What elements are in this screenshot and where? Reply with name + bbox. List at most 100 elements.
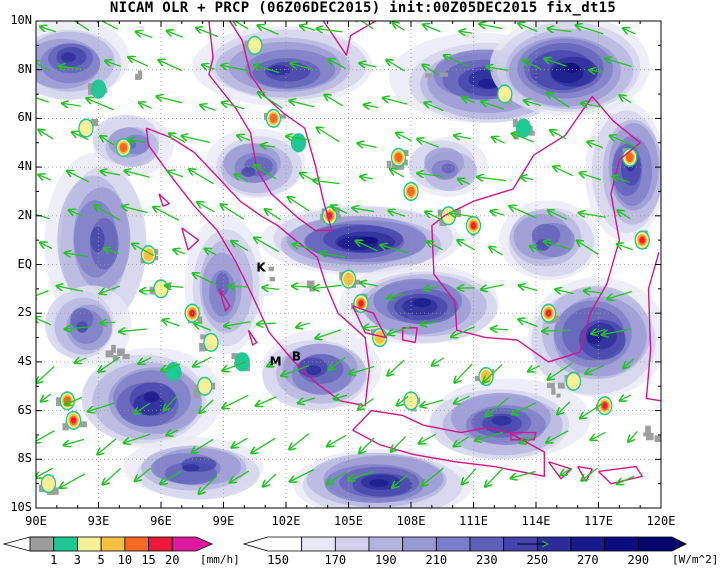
wind-arrow [60, 473, 86, 488]
cb-olr-seg [301, 536, 336, 552]
wind-arrow [358, 397, 374, 409]
coastline-bangka [352, 305, 387, 339]
precip-colorbar [2, 536, 213, 552]
olr-blob [143, 391, 160, 403]
wind-arrow [423, 65, 439, 76]
wind-arrow [65, 253, 88, 257]
precip-cell [551, 315, 560, 323]
wind-arrow [550, 130, 567, 140]
wind-arrow [610, 136, 638, 149]
wind-arrow [317, 29, 343, 32]
cb-olr-seg [435, 536, 471, 552]
wind-arrow [57, 286, 84, 292]
precip-core [404, 392, 418, 409]
cb-olr-seg [469, 536, 505, 552]
cb-olr-seg [402, 536, 437, 552]
precip-cell [62, 423, 69, 431]
wind-arrow [358, 143, 377, 147]
precip-core [358, 300, 364, 307]
wind-arrow [257, 323, 276, 324]
wind-arrow [546, 430, 569, 443]
wind-arrow [548, 210, 567, 220]
precip-colorbar-label: 1 [50, 553, 58, 567]
coastline-nias [181, 227, 200, 251]
wind-arrow [232, 437, 248, 447]
olr-colorbar-label: 250 [526, 553, 549, 567]
cb-olr-end [637, 536, 687, 552]
wind-arrow [388, 325, 412, 335]
wind-arrow [199, 399, 214, 413]
wind-arrow [36, 318, 52, 326]
precip-cell [56, 397, 62, 406]
wind-arrow [135, 467, 152, 481]
wind-arrow [254, 238, 279, 253]
wind-arrow [421, 399, 443, 406]
wind-arrow [325, 95, 344, 107]
wind-arrow [530, 246, 542, 252]
wind-arrow [129, 139, 147, 142]
wind-arrow [98, 438, 117, 455]
coastline-madura [510, 431, 537, 441]
wind-arrow [458, 179, 470, 184]
olr-colorbar-label: 290 [627, 553, 650, 567]
wind-arrow [101, 171, 121, 175]
wind-arrow [251, 437, 276, 453]
wind-arrow [72, 132, 89, 141]
precip-core [625, 152, 634, 163]
wind-arrow [223, 394, 249, 408]
precip-cell [38, 484, 45, 493]
precip-core [567, 373, 580, 390]
wind-arrow [105, 61, 121, 67]
wind-arrow [454, 363, 473, 383]
coastline-vietnam [411, 21, 413, 22]
olr-blob [535, 239, 551, 251]
precip-cell [269, 277, 275, 282]
precip-cell [111, 344, 116, 353]
wind-arrow [364, 105, 379, 108]
wind-arrow [160, 470, 183, 484]
wind-arrow [602, 328, 631, 335]
precip-core [269, 113, 278, 124]
precip-cell [425, 73, 432, 78]
wind-arrow [617, 244, 633, 251]
olr-blob [90, 226, 105, 253]
precip-cell [386, 160, 392, 169]
coastline-siberut [218, 288, 231, 312]
wind-arrow [174, 250, 186, 254]
lat-label: 10N [10, 13, 32, 27]
precip-cell [193, 389, 200, 398]
coastline-belitung [401, 327, 418, 344]
wind-arrow [613, 176, 631, 184]
wind-arrow [36, 96, 49, 103]
cb-precip-seg [100, 536, 126, 552]
olr-blob [306, 365, 322, 376]
wind-arrow [165, 286, 184, 288]
wind-arrow [167, 31, 183, 38]
wind-arrow [607, 290, 633, 299]
precip-cell [231, 353, 239, 360]
wind-arrow [451, 326, 475, 337]
wind-arrow [561, 467, 572, 475]
wind-arrow [316, 329, 342, 339]
wind-arrow [254, 165, 277, 180]
wind-arrow [291, 63, 312, 70]
wind-arrow [202, 65, 216, 69]
wind-arrow [432, 357, 445, 366]
precip-cell [439, 72, 449, 77]
wind-arrow [222, 65, 251, 72]
wind-arrow [585, 364, 605, 373]
lon-label: 108E [396, 514, 426, 528]
wind-arrow [587, 142, 603, 149]
wind-arrow [261, 145, 276, 147]
wind-arrow [458, 240, 476, 251]
cb-precip-end [171, 536, 213, 552]
precip-cell [645, 432, 654, 441]
wind-arrow [491, 329, 509, 330]
olr-blob [241, 167, 256, 178]
lat-label: 8S [17, 451, 32, 466]
wind-arrow [65, 21, 90, 31]
wind-arrow [389, 211, 406, 217]
wind-arrow [62, 103, 81, 106]
wind-arrow [479, 24, 503, 30]
wind-arrow [205, 249, 217, 256]
